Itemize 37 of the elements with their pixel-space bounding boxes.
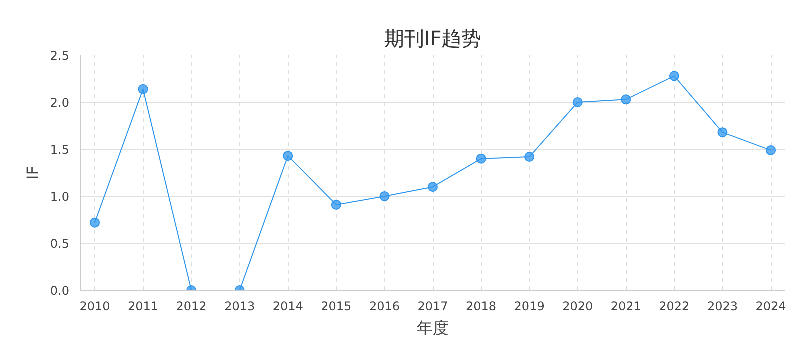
- y-tick-label: 0.0: [50, 284, 70, 298]
- x-tick-label: 2010: [80, 300, 110, 314]
- y-tick-label: 1.5: [50, 143, 70, 157]
- y-tick-label: 2.0: [50, 96, 70, 110]
- x-tick-label: 2014: [272, 300, 304, 314]
- point: [718, 128, 728, 138]
- x-tick-label: 2024: [756, 300, 786, 314]
- x-tick-label: 2020: [562, 300, 594, 314]
- point: [766, 145, 776, 156]
- point: [524, 152, 535, 162]
- point: [380, 192, 390, 202]
- x-tick-label: 2023: [707, 300, 738, 314]
- point: [621, 94, 632, 105]
- x-tick-label: 2013: [224, 300, 256, 314]
- point: [138, 84, 148, 94]
- point: [572, 98, 583, 108]
- x-tick-label: 2015: [321, 300, 352, 314]
- point: [669, 71, 680, 82]
- x-axis-title: 年度: [417, 318, 449, 338]
- point: [476, 154, 486, 164]
- x-tick-label: 2016: [369, 300, 400, 314]
- y-tick-label: 1.0: [50, 190, 70, 204]
- y-axis-title: IF: [23, 166, 42, 180]
- point: [331, 200, 342, 210]
- point: [283, 151, 294, 162]
- y-tick-label: 2.5: [50, 49, 70, 63]
- x-tick-label: 2012: [176, 300, 207, 314]
- x-tick-label: 2019: [514, 300, 545, 314]
- x-tick-label: 2011: [128, 300, 159, 314]
- x-tick-label: 2022: [659, 300, 690, 314]
- point: [90, 218, 100, 228]
- chart-title: 期刊IF趋势: [384, 26, 482, 50]
- y-tick-label: 0.5: [50, 237, 70, 251]
- x-tick-label: 2017: [418, 300, 448, 314]
- x-tick-label: 2018: [466, 300, 497, 314]
- point: [428, 182, 438, 192]
- x-tick-label: 2021: [610, 300, 642, 314]
